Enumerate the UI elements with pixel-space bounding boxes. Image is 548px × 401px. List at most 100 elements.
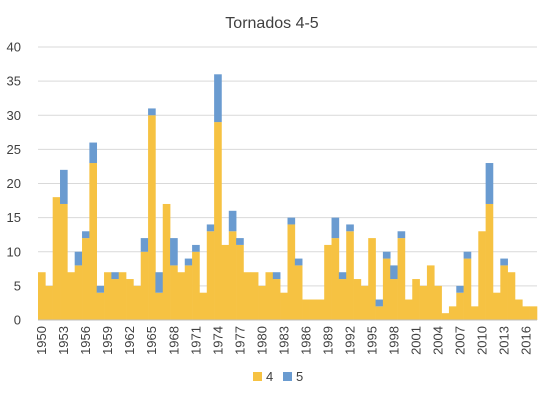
- bar-segment-series-2-2013: [500, 258, 508, 266]
- bar-segment-series-1-1981: [265, 272, 274, 320]
- bar-segment-series-1-1962: [126, 279, 134, 320]
- bar-segment-series-1-1965: [148, 115, 156, 320]
- bar-segment-series-2-1966: [155, 272, 164, 293]
- x-tick-label: 1950: [34, 326, 49, 355]
- bar-segment-series-2-1957: [89, 142, 98, 164]
- legend-swatch-series-2: [283, 372, 292, 381]
- bar-segment-series-2-1999: [397, 231, 406, 239]
- bar-segment-series-1-1993: [353, 279, 362, 320]
- bar-segment-series-1-1999: [397, 238, 406, 320]
- y-tick-label: 35: [7, 74, 21, 89]
- x-tick-label: 1959: [100, 326, 115, 355]
- x-axis: 1950 1953 1956 1959 1962 1965 1968 1971 1974 1977…: [34, 319, 537, 355]
- y-tick-label: 25: [7, 142, 21, 157]
- bar-segment-series-1-1985: [294, 265, 303, 320]
- bar-segment-series-1-2014: [507, 272, 516, 320]
- bar-segment-series-1-1975: [221, 244, 230, 320]
- bar-segment-series-1-2017: [529, 306, 538, 320]
- bar-segment-series-2-1992: [346, 224, 354, 232]
- bar-segment-series-1-1995: [368, 238, 376, 320]
- x-tick-label: 2010: [474, 326, 489, 355]
- y-tick-label: 5: [14, 278, 21, 293]
- bar-segment-series-1-2013: [500, 265, 508, 320]
- y-tick-label: 15: [7, 210, 21, 225]
- bar-segment-series-2-1955: [74, 251, 83, 266]
- bar-segment-series-1-1973: [206, 231, 215, 320]
- x-tick-label: 1986: [298, 326, 313, 355]
- bar-segment-series-1-1954: [67, 272, 75, 320]
- bar-segment-series-1-2011: [485, 203, 494, 320]
- bar-segment-series-1-1991: [338, 279, 347, 320]
- chart-title: Tornados 4-5: [225, 15, 318, 32]
- bar-segment-series-1-1982: [272, 279, 281, 320]
- bar-segment-series-1-1990: [331, 238, 340, 320]
- y-tick-label: 10: [7, 244, 21, 259]
- bar-segment-series-1-1986: [302, 299, 310, 320]
- bar-segment-series-1-1957: [89, 163, 98, 320]
- bar-segment-series-2-1956: [82, 231, 90, 239]
- legend-label-series-2: 5: [296, 369, 303, 384]
- x-tick-label: 2001: [408, 326, 423, 355]
- legend-label-series-1: 4: [266, 369, 273, 384]
- x-tick-label: 1965: [144, 326, 159, 355]
- bar-segment-series-1-2012: [492, 292, 501, 320]
- x-tick-label: 1995: [364, 326, 379, 355]
- bar-segment-series-1-2008: [463, 258, 472, 320]
- bar-segment-series-1-1960: [111, 279, 120, 320]
- bar-segment-series-1-1988: [316, 299, 325, 320]
- x-tick-label: 1956: [78, 326, 93, 355]
- bar-segment-series-1-1974: [214, 122, 222, 320]
- bar-segment-series-1-1969: [177, 272, 186, 320]
- bar-segment-series-2-1977: [236, 238, 244, 245]
- bar-segment-series-1-1963: [133, 285, 142, 320]
- bar-segment-series-2-1998: [390, 265, 398, 280]
- bar-segment-series-1-2016: [522, 306, 530, 320]
- bar-segment-series-1-1956: [82, 238, 90, 320]
- bar-segment-series-1-1987: [309, 299, 318, 320]
- bar-segment-series-1-1968: [170, 265, 178, 320]
- bar-segment-series-2-1968: [170, 238, 178, 266]
- bar-segment-series-1-2003: [426, 265, 435, 320]
- x-tick-label: 1998: [386, 326, 401, 355]
- bar-segment-series-1-1959: [104, 272, 112, 320]
- x-tick-label: 1992: [342, 326, 357, 355]
- bar-segment-series-1-1972: [199, 292, 208, 320]
- x-tick-label: 2013: [496, 326, 511, 355]
- bar-segment-series-2-1971: [192, 244, 200, 252]
- bar-segment-series-2-1964: [140, 238, 149, 252]
- bar-segment-series-1-1989: [324, 244, 332, 320]
- bar-segment-series-1-1996: [375, 306, 384, 320]
- y-tick-label: 40: [7, 40, 21, 55]
- bar-segment-series-2-1958: [96, 285, 105, 293]
- bar-segment-series-2-2008: [463, 251, 472, 259]
- bar-segment-series-1-1964: [140, 251, 149, 320]
- x-tick-label: 1983: [276, 326, 291, 355]
- x-tick-label: 1962: [122, 326, 137, 355]
- bar-segment-series-2-1996: [375, 299, 384, 307]
- bar-segment-series-1-1951: [45, 285, 53, 320]
- bar-segment-series-1-2010: [478, 231, 486, 320]
- bar-segment-series-2-1976: [228, 210, 237, 232]
- bar-segment-series-1-2002: [419, 285, 428, 320]
- bar-segment-series-1-1997: [382, 258, 391, 320]
- bar-segment-series-2-2011: [485, 163, 494, 204]
- x-tick-label: 2007: [452, 326, 467, 355]
- bar-segment-series-2-1991: [338, 272, 347, 280]
- bar-segment-series-1-1955: [74, 265, 83, 320]
- legend-swatch-series-1: [253, 372, 262, 381]
- bar-segment-series-1-2007: [456, 292, 464, 320]
- bar-segment-series-1-2000: [404, 299, 413, 320]
- bar-segment-series-1-1952: [52, 197, 61, 320]
- x-tick-label: 1977: [232, 326, 247, 355]
- y-axis: 0 5 10 15 20 25 30 35 40: [7, 40, 21, 328]
- bar-segment-series-1-1983: [280, 292, 288, 320]
- bar-segment-series-2-1974: [214, 74, 222, 123]
- bar-segment-series-1-1950: [38, 272, 46, 320]
- x-tick-label: 1971: [188, 326, 203, 355]
- x-tick-label: 1968: [166, 326, 181, 355]
- x-tick-label: 1953: [56, 326, 71, 355]
- bar-segment-series-1-1971: [192, 251, 200, 320]
- bar-segment-series-2-1984: [287, 217, 296, 225]
